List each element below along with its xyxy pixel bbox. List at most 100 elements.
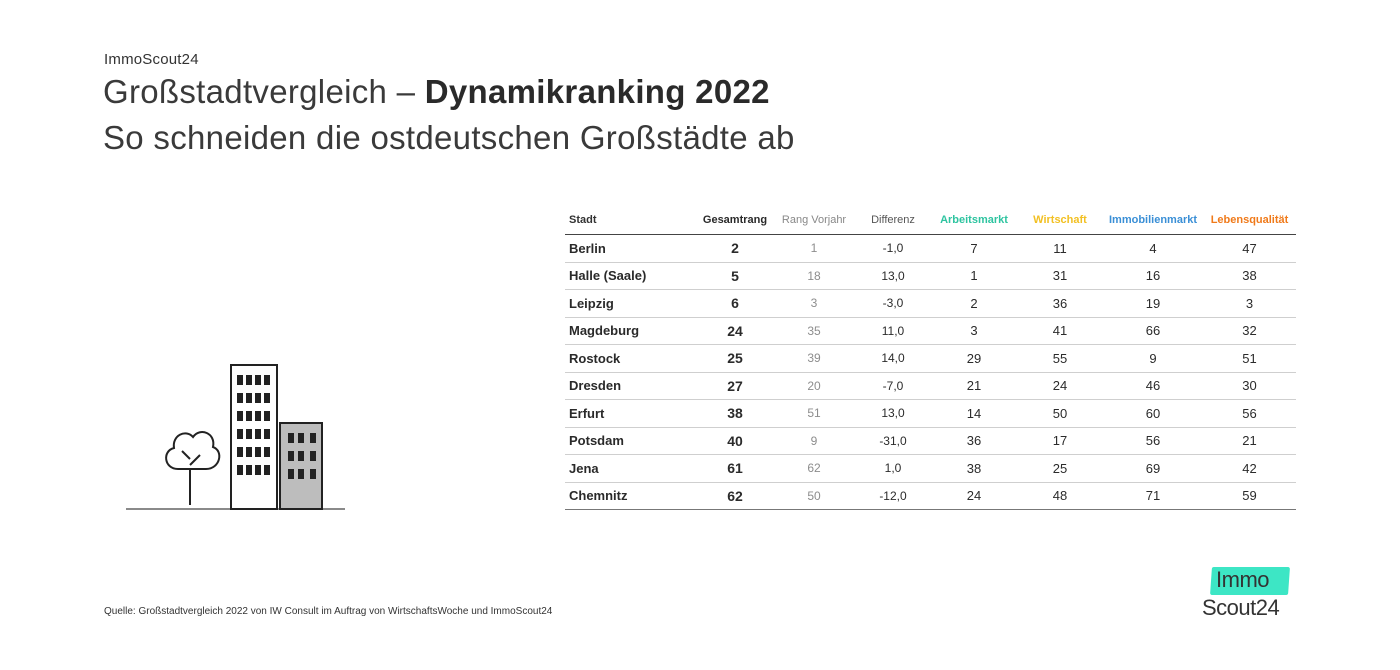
immobilienmarkt-cell: 16 (1103, 262, 1203, 290)
rang-vorjahr-cell: 9 (773, 427, 855, 455)
arbeitsmarkt-cell: 24 (931, 482, 1017, 510)
immobilienmarkt-cell: 46 (1103, 372, 1203, 400)
ranking-table: Stadt Gesamtrang Rang Vorjahr Differenz … (565, 206, 1296, 510)
table-row: Potsdam 40 9 -31,0 36 17 56 21 (565, 427, 1296, 455)
city-cell: Berlin (565, 234, 697, 263)
city-cell: Potsdam (565, 427, 697, 455)
lebensqualitaet-cell: 21 (1203, 427, 1296, 455)
rang-vorjahr-cell: 1 (773, 234, 855, 263)
header-wirtschaft: Wirtschaft (1017, 206, 1103, 235)
immobilienmarkt-cell: 9 (1103, 344, 1203, 373)
immobilienmarkt-cell: 71 (1103, 482, 1203, 510)
differenz-cell: -31,0 (855, 427, 931, 455)
arbeitsmarkt-cell: 7 (931, 234, 1017, 263)
source-note: Quelle: Großstadtvergleich 2022 von IW C… (104, 606, 553, 617)
header-differenz: Differenz (855, 206, 931, 235)
lebensqualitaet-cell: 30 (1203, 372, 1296, 400)
table-row: Dresden 27 20 -7,0 21 24 46 30 (565, 372, 1296, 400)
city-cell: Leipzig (565, 289, 697, 318)
lebensqualitaet-cell: 32 (1203, 317, 1296, 345)
small-building-icon (279, 422, 323, 510)
header-immobilienmarkt: Immobilienmarkt (1103, 206, 1203, 235)
arbeitsmarkt-cell: 38 (931, 454, 1017, 483)
wirtschaft-cell: 50 (1017, 399, 1103, 428)
wirtschaft-cell: 25 (1017, 454, 1103, 483)
wirtschaft-cell: 24 (1017, 372, 1103, 400)
wirtschaft-cell: 17 (1017, 427, 1103, 455)
gesamtrang-cell: 61 (697, 454, 773, 483)
table-header-row: Stadt Gesamtrang Rang Vorjahr Differenz … (565, 206, 1296, 235)
tall-building-icon (230, 364, 278, 510)
city-cell: Halle (Saale) (565, 262, 697, 290)
table-row: Halle (Saale) 5 18 13,0 1 31 16 38 (565, 262, 1296, 290)
rang-vorjahr-cell: 39 (773, 344, 855, 373)
lebensqualitaet-cell: 3 (1203, 289, 1296, 318)
header-lebensqualitaet: Lebensqualität (1203, 206, 1296, 235)
table-body: Berlin 2 1 -1,0 7 11 4 47 Halle (Saale) 5 18 13,0 1 3… (565, 234, 1296, 510)
lebensqualitaet-cell: 38 (1203, 262, 1296, 290)
immobilienmarkt-cell: 66 (1103, 317, 1203, 345)
header-rang-vorjahr: Rang Vorjahr (773, 206, 855, 235)
gesamtrang-cell: 6 (697, 289, 773, 318)
wirtschaft-cell: 36 (1017, 289, 1103, 318)
arbeitsmarkt-cell: 14 (931, 399, 1017, 428)
immobilienmarkt-cell: 4 (1103, 234, 1203, 263)
city-cell: Dresden (565, 372, 697, 400)
city-illustration (126, 364, 345, 510)
table-row: Erfurt 38 51 13,0 14 50 60 56 (565, 399, 1296, 428)
immobilienmarkt-cell: 60 (1103, 399, 1203, 428)
table-row: Leipzig 6 3 -3,0 2 36 19 3 (565, 289, 1296, 318)
city-cell: Rostock (565, 344, 697, 373)
rang-vorjahr-cell: 18 (773, 262, 855, 290)
arbeitsmarkt-cell: 36 (931, 427, 1017, 455)
gesamtrang-cell: 2 (697, 234, 773, 263)
title-regular: Großstadtvergleich – (103, 73, 425, 110)
differenz-cell: -1,0 (855, 234, 931, 263)
logo-text-bottom: Scout24 (1202, 595, 1280, 620)
gesamtrang-cell: 27 (697, 372, 773, 400)
differenz-cell: -7,0 (855, 372, 931, 400)
gesamtrang-cell: 5 (697, 262, 773, 290)
arbeitsmarkt-cell: 21 (931, 372, 1017, 400)
rang-vorjahr-cell: 20 (773, 372, 855, 400)
differenz-cell: 1,0 (855, 454, 931, 483)
rang-vorjahr-cell: 35 (773, 317, 855, 345)
differenz-cell: 13,0 (855, 262, 931, 290)
header-stadt: Stadt (565, 206, 697, 235)
gesamtrang-cell: 38 (697, 399, 773, 428)
lebensqualitaet-cell: 56 (1203, 399, 1296, 428)
immoscout24-logo: Immo Scout24 (1202, 563, 1298, 623)
immobilienmarkt-cell: 19 (1103, 289, 1203, 318)
differenz-cell: -12,0 (855, 482, 931, 510)
wirtschaft-cell: 11 (1017, 234, 1103, 263)
lebensqualitaet-cell: 47 (1203, 234, 1296, 263)
table-row: Magdeburg 24 35 11,0 3 41 66 32 (565, 317, 1296, 345)
table-row: Jena 61 62 1,0 38 25 69 42 (565, 454, 1296, 483)
differenz-cell: 11,0 (855, 317, 931, 345)
lebensqualitaet-cell: 51 (1203, 344, 1296, 373)
arbeitsmarkt-cell: 29 (931, 344, 1017, 373)
table-row: Chemnitz 62 50 -12,0 24 48 71 59 (565, 482, 1296, 510)
wirtschaft-cell: 41 (1017, 317, 1103, 345)
arbeitsmarkt-cell: 3 (931, 317, 1017, 345)
table-row: Rostock 25 39 14,0 29 55 9 51 (565, 344, 1296, 373)
page-subtitle: So schneiden die ostdeutschen Großstädte… (103, 119, 795, 156)
city-cell: Magdeburg (565, 317, 697, 345)
wirtschaft-cell: 55 (1017, 344, 1103, 373)
differenz-cell: -3,0 (855, 289, 931, 318)
header-gesamtrang: Gesamtrang (697, 206, 773, 235)
gesamtrang-cell: 40 (697, 427, 773, 455)
lebensqualitaet-cell: 42 (1203, 454, 1296, 483)
lebensqualitaet-cell: 59 (1203, 482, 1296, 510)
city-cell: Erfurt (565, 399, 697, 428)
rang-vorjahr-cell: 51 (773, 399, 855, 428)
brand-kicker: ImmoScout24 (104, 51, 199, 68)
differenz-cell: 13,0 (855, 399, 931, 428)
gesamtrang-cell: 24 (697, 317, 773, 345)
arbeitsmarkt-cell: 2 (931, 289, 1017, 318)
arbeitsmarkt-cell: 1 (931, 262, 1017, 290)
gesamtrang-cell: 62 (697, 482, 773, 510)
tree-icon (165, 431, 221, 505)
logo-text-top: Immo (1216, 567, 1270, 592)
city-cell: Jena (565, 454, 697, 483)
